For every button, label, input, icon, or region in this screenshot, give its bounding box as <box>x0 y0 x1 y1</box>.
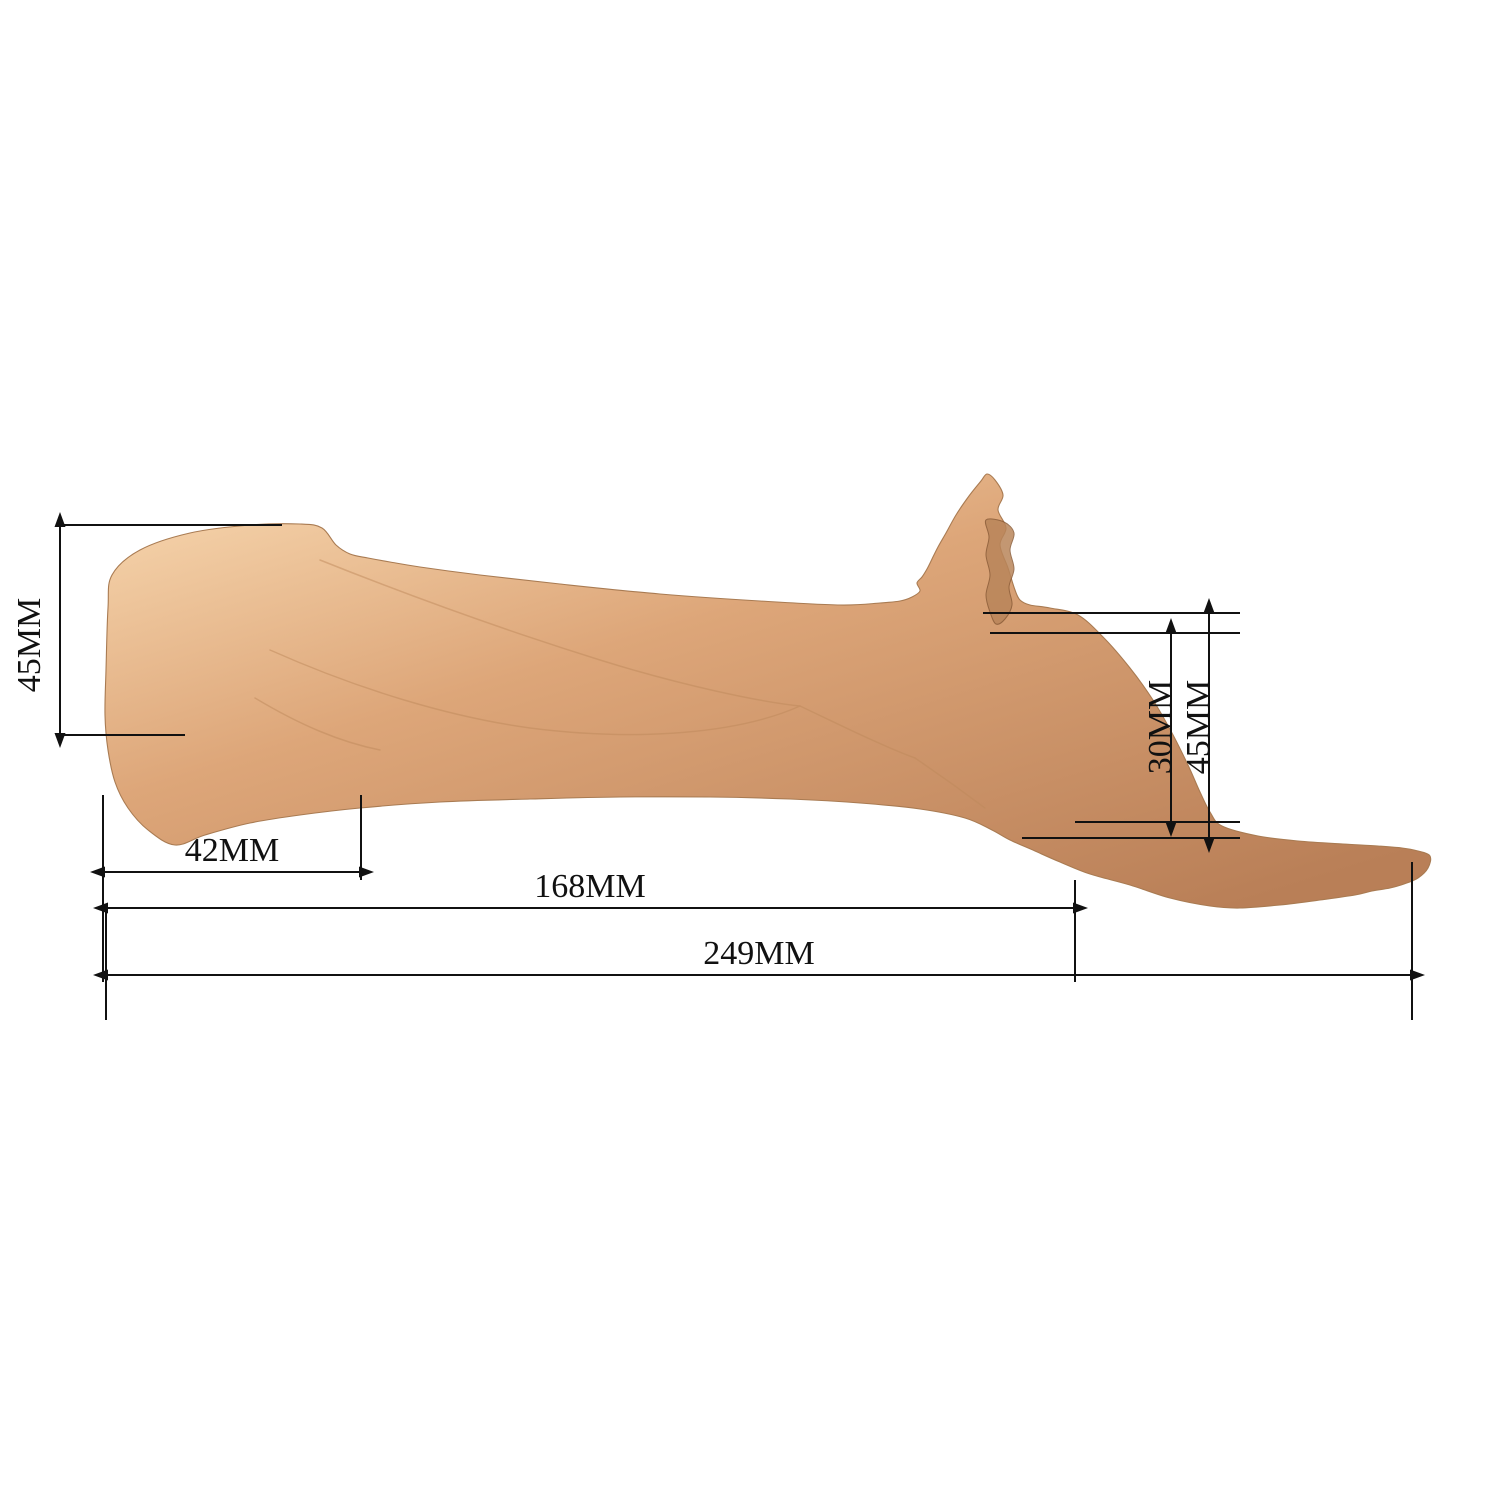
svg-text:30MM: 30MM <box>1142 680 1179 774</box>
svg-text:45MM: 45MM <box>1180 680 1217 774</box>
svg-text:45MM: 45MM <box>11 598 48 692</box>
svg-text:249MM: 249MM <box>703 935 814 972</box>
svg-text:42MM: 42MM <box>185 832 279 869</box>
svg-text:168MM: 168MM <box>534 868 645 905</box>
